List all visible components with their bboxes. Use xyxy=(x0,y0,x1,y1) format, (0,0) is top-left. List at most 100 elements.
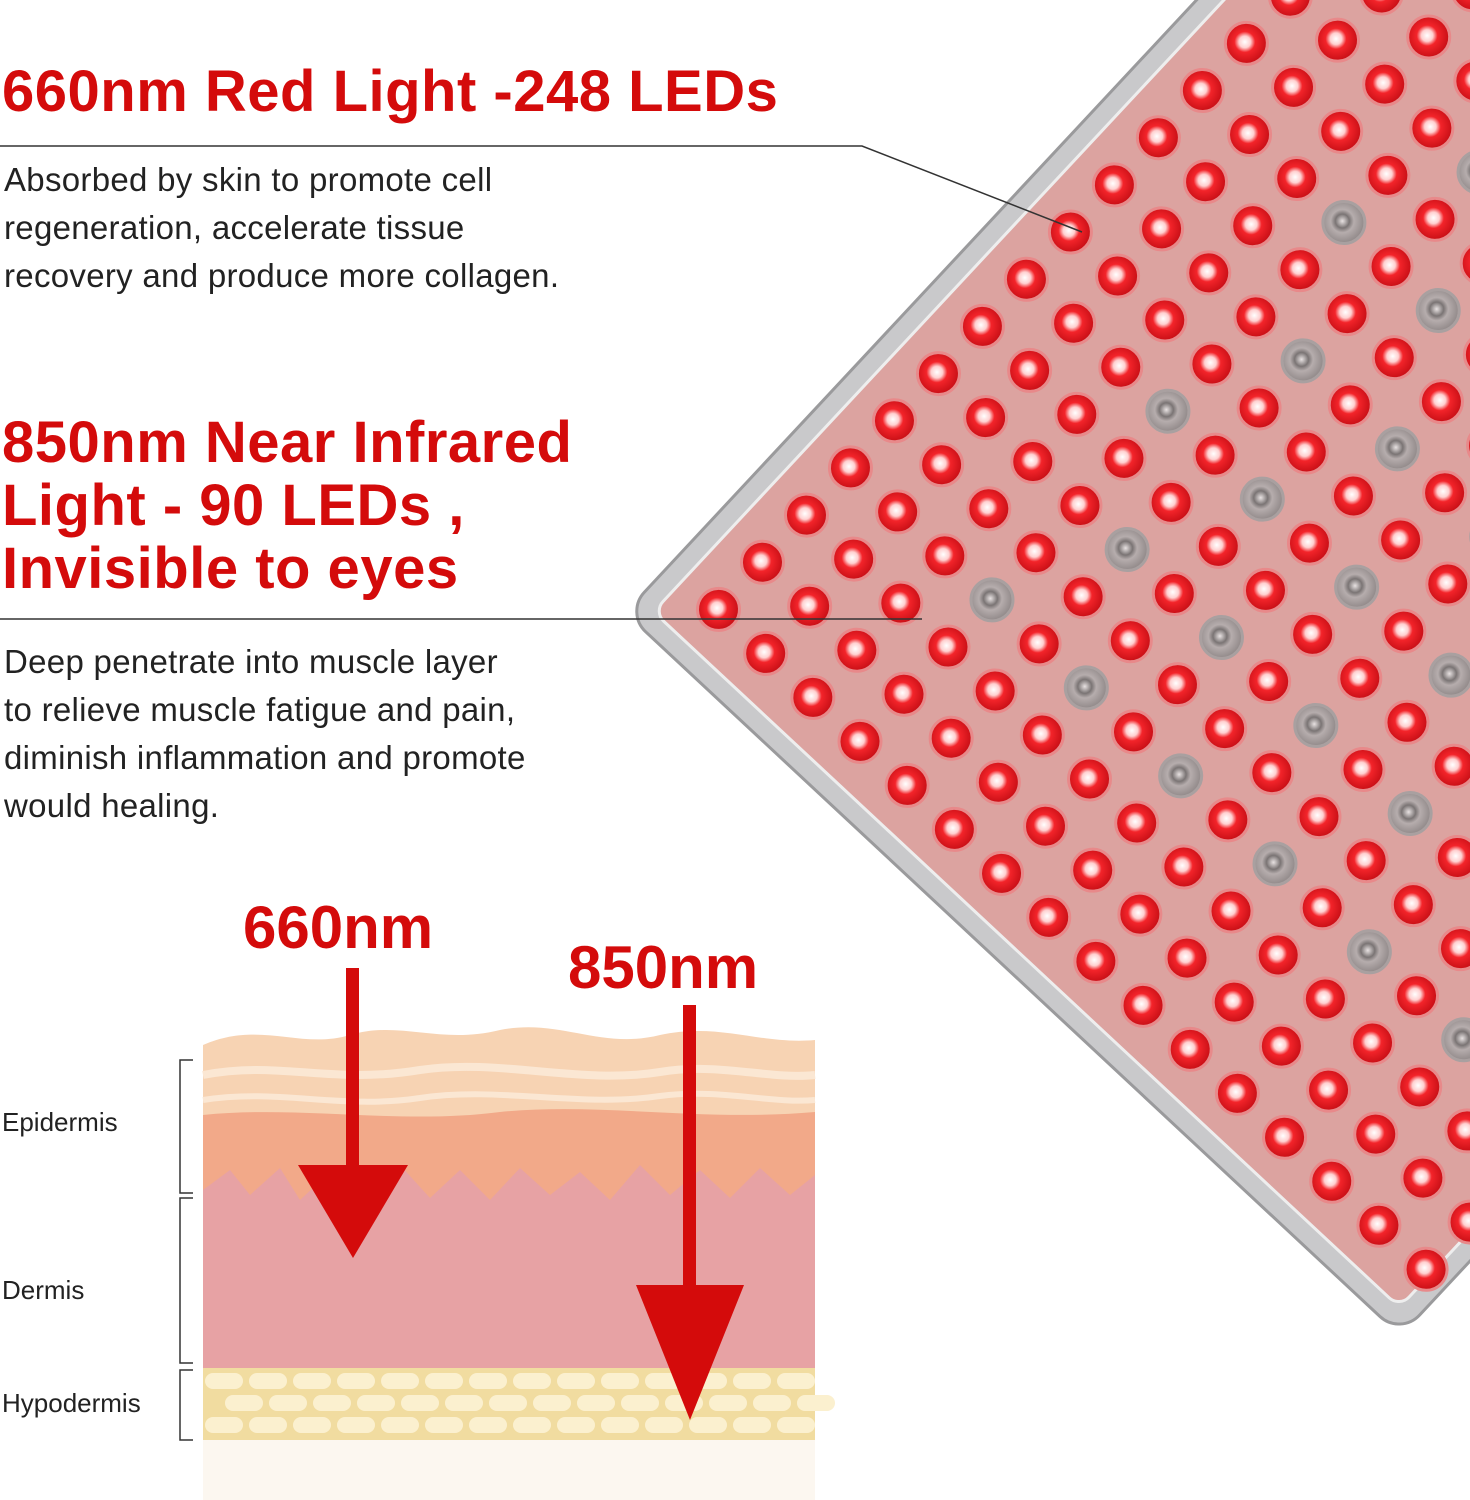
led-red xyxy=(1054,391,1100,437)
led-red xyxy=(925,624,971,670)
led-nir xyxy=(1280,338,1326,384)
nir-light-description: Deep penetrate into muscle layer to reli… xyxy=(4,638,526,830)
text-line: to relieve muscle fatigue and pain, xyxy=(4,691,516,728)
fat-cell xyxy=(709,1395,747,1411)
led-red xyxy=(834,627,880,673)
led-red xyxy=(1114,800,1160,846)
led-red xyxy=(1223,20,1269,66)
led-red xyxy=(1023,803,1069,849)
led-red xyxy=(831,536,877,582)
led-red xyxy=(1098,344,1144,390)
led-red xyxy=(783,492,829,538)
fat-cell xyxy=(777,1417,815,1433)
led-nir xyxy=(1321,200,1367,246)
led-nir xyxy=(1063,665,1109,711)
led-red xyxy=(1091,162,1137,208)
nir-light-heading: 850nm Near Infrared Light - 90 LEDs , In… xyxy=(2,411,572,600)
led-red xyxy=(1003,256,1049,302)
led-red xyxy=(1271,64,1317,110)
led-red xyxy=(1296,794,1342,840)
led-red xyxy=(1148,479,1194,525)
fat-cell xyxy=(293,1417,331,1433)
text-line: 850nm Near Infrared xyxy=(2,410,573,475)
led-red xyxy=(1208,888,1254,934)
led-red xyxy=(1013,530,1059,576)
led-red xyxy=(1299,885,1345,931)
layer-brackets xyxy=(179,1059,193,1441)
led-red xyxy=(1277,247,1323,293)
fat-cell xyxy=(777,1373,815,1389)
led-red xyxy=(1330,473,1376,519)
label-epidermis: Epidermis xyxy=(2,1107,118,1137)
led-red xyxy=(1447,1199,1470,1245)
led-red xyxy=(1164,935,1210,981)
led-red xyxy=(1394,973,1440,1019)
led-red xyxy=(1070,847,1116,893)
led-nir xyxy=(1239,476,1285,522)
red-light-description: Absorbed by skin to promote cell regener… xyxy=(4,156,559,300)
label-850nm: 850nm xyxy=(568,934,759,1001)
led-nir xyxy=(1293,702,1339,748)
led-red xyxy=(1246,658,1292,704)
led-red xyxy=(1101,435,1147,481)
led-red xyxy=(1016,621,1062,667)
led-red xyxy=(1060,574,1106,620)
led-red xyxy=(1390,882,1436,928)
led-red xyxy=(1450,0,1470,13)
dermis-layer xyxy=(203,1165,815,1370)
text-line: Deep penetrate into muscle layer xyxy=(4,643,498,680)
led-red xyxy=(1459,240,1470,286)
led-red xyxy=(1227,112,1273,158)
led-red xyxy=(931,806,977,852)
fat-cell xyxy=(621,1395,659,1411)
fat-cell xyxy=(381,1373,419,1389)
led-red xyxy=(1233,294,1279,340)
led-nir xyxy=(1104,527,1150,573)
text-line: Absorbed by skin to promote cell xyxy=(4,161,493,198)
led-red xyxy=(827,445,873,491)
led-nir xyxy=(1346,929,1392,975)
led-red xyxy=(963,395,1009,441)
led-red xyxy=(1343,838,1389,884)
fat-cell xyxy=(601,1373,639,1389)
text-line: Light - 90 LEDs , xyxy=(2,473,465,538)
led-red xyxy=(922,533,968,579)
fat-cell xyxy=(249,1417,287,1433)
led-red xyxy=(837,718,883,764)
led-red xyxy=(787,583,833,629)
led-red xyxy=(1202,706,1248,752)
led-red xyxy=(1274,156,1320,202)
fat-cell xyxy=(469,1373,507,1389)
fat-cell xyxy=(357,1395,395,1411)
fat-cell xyxy=(425,1417,463,1433)
led-nir xyxy=(1158,753,1204,799)
skin-diagram xyxy=(179,968,835,1500)
text-line: diminish inflammation and promote xyxy=(4,739,526,776)
led-red xyxy=(928,715,974,761)
arrow-850nm xyxy=(636,1005,744,1420)
led-red xyxy=(1135,115,1181,161)
led-nir xyxy=(1374,426,1420,472)
led-red xyxy=(1412,196,1458,242)
led-red xyxy=(1302,976,1348,1022)
led-red xyxy=(881,671,927,717)
led-red xyxy=(1350,1020,1396,1066)
led-red xyxy=(1117,891,1163,937)
led-red xyxy=(1400,1155,1446,1201)
led-nir xyxy=(1334,564,1380,610)
led-red xyxy=(1384,699,1430,745)
led-nir xyxy=(1456,149,1470,195)
led-nir xyxy=(1198,615,1244,661)
text-line: Invisible to eyes xyxy=(2,536,459,601)
led-red xyxy=(875,489,921,535)
led-red xyxy=(1368,243,1414,289)
led-red xyxy=(1047,209,1093,255)
led-red xyxy=(1362,61,1408,107)
led-red xyxy=(1434,834,1470,880)
led-red xyxy=(1356,1202,1402,1248)
fat-cell xyxy=(489,1395,527,1411)
led-red xyxy=(1403,1246,1449,1292)
led-red xyxy=(1249,750,1295,796)
text-line: regeneration, accelerate tissue xyxy=(4,209,465,246)
led-red xyxy=(1057,483,1103,529)
